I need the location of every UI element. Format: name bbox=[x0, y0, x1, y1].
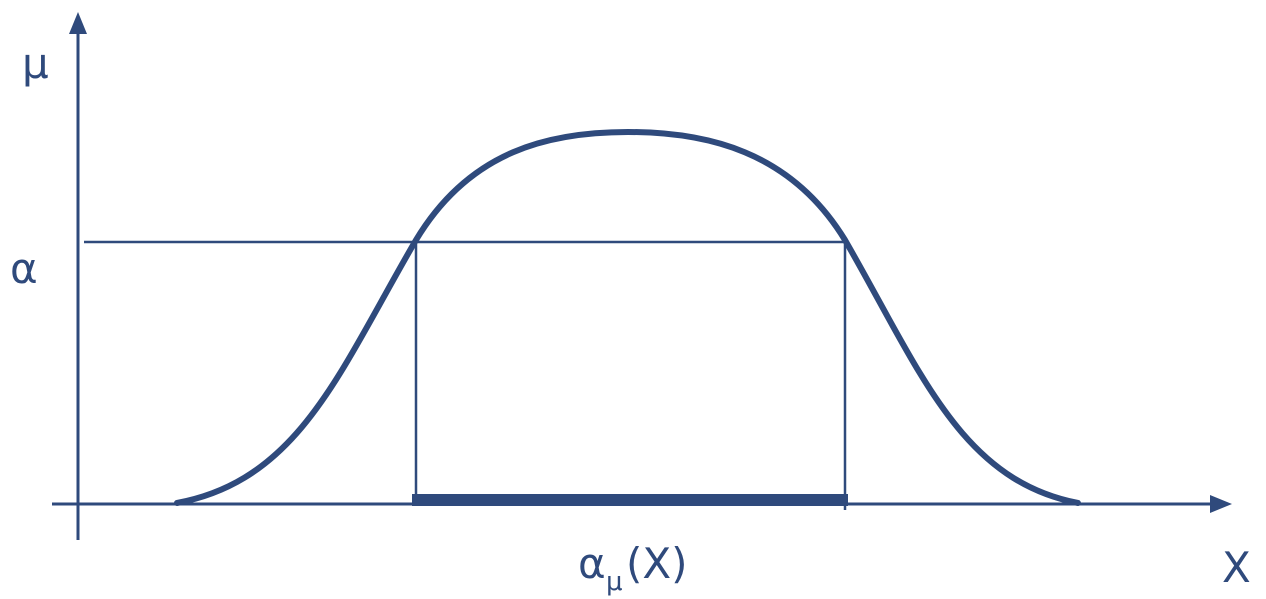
alpha-cut-label-base: α bbox=[578, 539, 606, 588]
x-axis-label: X bbox=[1222, 543, 1251, 592]
alpha-cut-label: α μ (X) bbox=[578, 539, 688, 597]
alpha-label: α bbox=[10, 244, 38, 293]
membership-curve bbox=[174, 129, 1081, 506]
alpha-cut-label-subscript: μ bbox=[606, 567, 623, 597]
y-axis-arrowhead bbox=[69, 12, 87, 34]
y-axis-label: μ bbox=[22, 39, 49, 88]
x-axis-arrowhead bbox=[1210, 495, 1232, 513]
alpha-cut-label-argument: (X) bbox=[626, 539, 688, 588]
